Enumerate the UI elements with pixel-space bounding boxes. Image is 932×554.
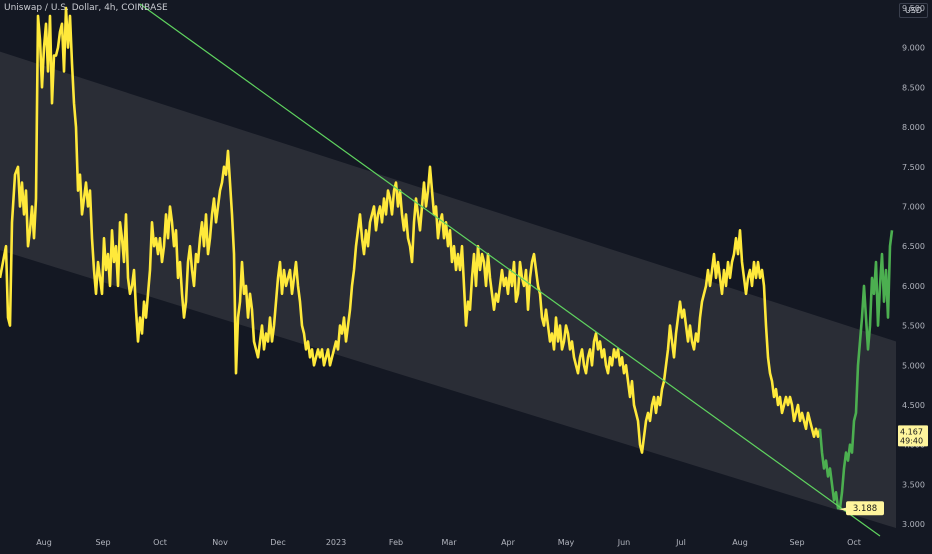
current-price-value: 4.167 — [900, 427, 923, 436]
low-label-text: 3.188 — [853, 504, 877, 514]
y-tick-label: 4.500 — [902, 401, 925, 410]
y-tick-label: 7.500 — [902, 163, 925, 172]
x-tick-label: Jun — [617, 538, 631, 547]
y-tick-label: 8.500 — [902, 83, 925, 92]
chart-title: Uniswap / U.S. Dollar, 4h, COINBASE — [4, 3, 168, 13]
x-tick-label: Oct — [153, 538, 167, 547]
y-tick-label: 7.000 — [902, 203, 925, 212]
x-tick-label: Aug — [732, 538, 748, 547]
x-tick-label: Mar — [441, 538, 457, 547]
x-tick-label: 2023 — [326, 538, 346, 547]
y-tick-label: 6.000 — [902, 282, 925, 291]
series-line-2 — [818, 230, 894, 510]
current-price-tag — [898, 425, 928, 447]
series-line-1 — [0, 6, 822, 454]
x-tick-label: Nov — [212, 538, 228, 547]
low-label-box — [846, 501, 884, 516]
y-tick-label: 3.000 — [902, 520, 925, 529]
y-tick-label: 8.000 — [902, 123, 925, 132]
x-tick-label: Feb — [389, 538, 403, 547]
x-tick-label: Sep — [95, 538, 110, 547]
y-tick-label: 9.000 — [902, 44, 925, 53]
x-tick-label: Jul — [675, 538, 686, 547]
x-tick-label: Apr — [501, 538, 516, 547]
x-tick-label: Dec — [270, 538, 285, 547]
x-tick-label: Sep — [789, 538, 804, 547]
x-tick-label: Oct — [847, 538, 861, 547]
x-tick-label: Aug — [36, 538, 52, 547]
y-tick-label: 5.500 — [902, 322, 925, 331]
current-price-countdown: 49:40 — [900, 436, 923, 445]
y-tick-label: 3.500 — [902, 480, 925, 489]
y-tick-label: 9.500 — [902, 4, 925, 13]
trendline — [139, 3, 881, 537]
x-tick-label: May — [558, 538, 575, 547]
y-tick-label: 6.500 — [902, 242, 925, 251]
currency-button[interactable]: USD — [899, 3, 928, 18]
y-tick-label: 5.000 — [902, 361, 925, 370]
